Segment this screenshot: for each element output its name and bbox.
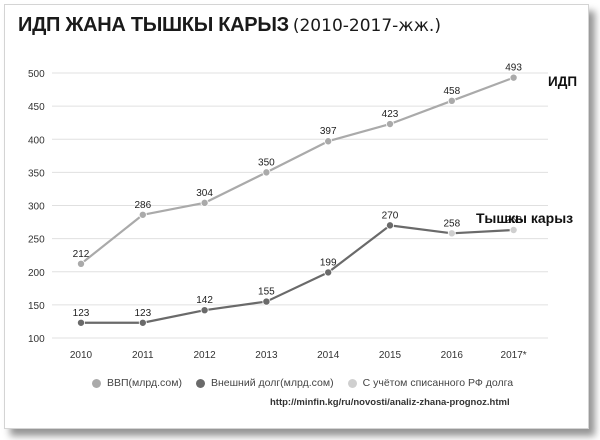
data-label-gdp: 397: [320, 126, 337, 137]
series-label-debt: Тышкы карыз: [476, 210, 573, 226]
chart-title: ИДП ЖАНА ТЫШКЫ КАРЫЗ (2010-2017-жж.): [18, 14, 441, 37]
data-point-gdp: [262, 168, 271, 177]
data-point-gdp: [509, 73, 518, 82]
data-point-gdp: [385, 120, 394, 129]
data-point-debt: [509, 226, 518, 235]
legend-item-debt: Внешний долг(млрд.сом): [195, 377, 334, 389]
legend-marker-adjusted: [347, 378, 357, 388]
data-label-debt: 270: [382, 210, 399, 221]
series-label-gdp: ИДП: [548, 74, 577, 89]
data-label-debt: 263: [505, 215, 522, 226]
data-label-debt: 123: [134, 308, 151, 319]
x-tick-label: 2011: [132, 350, 154, 361]
data-point-debt: [447, 229, 456, 238]
x-tick-label: 2013: [255, 350, 278, 361]
data-point-debt: [324, 268, 333, 277]
x-tick-label: 2010: [70, 350, 93, 361]
title-main: ИДП ЖАНА ТЫШКЫ КАРЫЗ: [18, 14, 289, 36]
title-period: (2010-2017-жж.): [292, 16, 441, 36]
data-label-debt: 258: [443, 218, 460, 229]
y-tick-label: 200: [28, 268, 45, 279]
y-tick-label: 150: [28, 301, 45, 312]
y-tick-label: 400: [28, 135, 45, 146]
legend-item-adjusted: С учётом списанного РФ долга: [347, 377, 514, 389]
x-tick-label: 2016: [441, 350, 464, 361]
data-point-gdp: [138, 210, 147, 219]
legend-label-gdp: ВВП(млрд.сом): [107, 377, 182, 389]
legend-marker-debt: [195, 378, 205, 388]
data-point-debt: [262, 297, 271, 306]
data-label-gdp: 304: [196, 188, 213, 199]
legend-marker-gdp: [92, 378, 101, 388]
x-tick-label: 2015: [379, 350, 402, 361]
data-point-debt: [200, 306, 209, 315]
data-point-debt: [77, 318, 86, 327]
y-tick-label: 300: [28, 202, 45, 213]
data-label-gdp: 286: [134, 200, 151, 211]
x-tick-label: 2017*: [501, 350, 527, 361]
data-label-gdp: 350: [258, 157, 275, 168]
data-point-debt: [138, 318, 147, 327]
y-tick-label: 350: [28, 168, 45, 179]
y-tick-label: 500: [28, 69, 45, 80]
data-label-debt: 155: [258, 287, 275, 298]
series-line-gdp: [80, 76, 514, 265]
data-label-debt: 142: [196, 295, 213, 306]
y-tick-label: 450: [28, 102, 45, 113]
x-tick-label: 2012: [193, 350, 216, 361]
data-label-gdp: 423: [382, 109, 399, 120]
data-label-gdp: 212: [73, 249, 90, 260]
y-tick-label: 250: [28, 235, 45, 246]
data-label-gdp: 493: [505, 63, 522, 74]
source-url[interactable]: http://minfin.kg/ru/novosti/analiz-zhana…: [270, 397, 510, 408]
legend-label-debt: Внешний долг(млрд.сом): [210, 377, 334, 389]
x-tick-label: 2014: [317, 350, 340, 361]
y-tick-label: 100: [28, 334, 45, 345]
data-point-debt: [385, 221, 394, 230]
chart-legend: ВВП(млрд.сом) Внешний долг(млрд.сом) С у…: [92, 377, 513, 389]
legend-item-gdp: ВВП(млрд.сом): [92, 377, 182, 389]
data-label-gdp: 458: [443, 86, 460, 97]
series-line-debt: [81, 224, 514, 324]
data-point-gdp: [324, 137, 333, 146]
data-point-gdp: [447, 96, 456, 105]
chart-card: [4, 4, 589, 429]
legend-label-adjusted: С учётом списанного РФ долга: [362, 377, 514, 389]
data-point-gdp: [77, 259, 86, 268]
data-label-debt: 123: [73, 308, 90, 319]
data-label-debt: 199: [320, 257, 337, 268]
data-point-gdp: [200, 198, 209, 207]
